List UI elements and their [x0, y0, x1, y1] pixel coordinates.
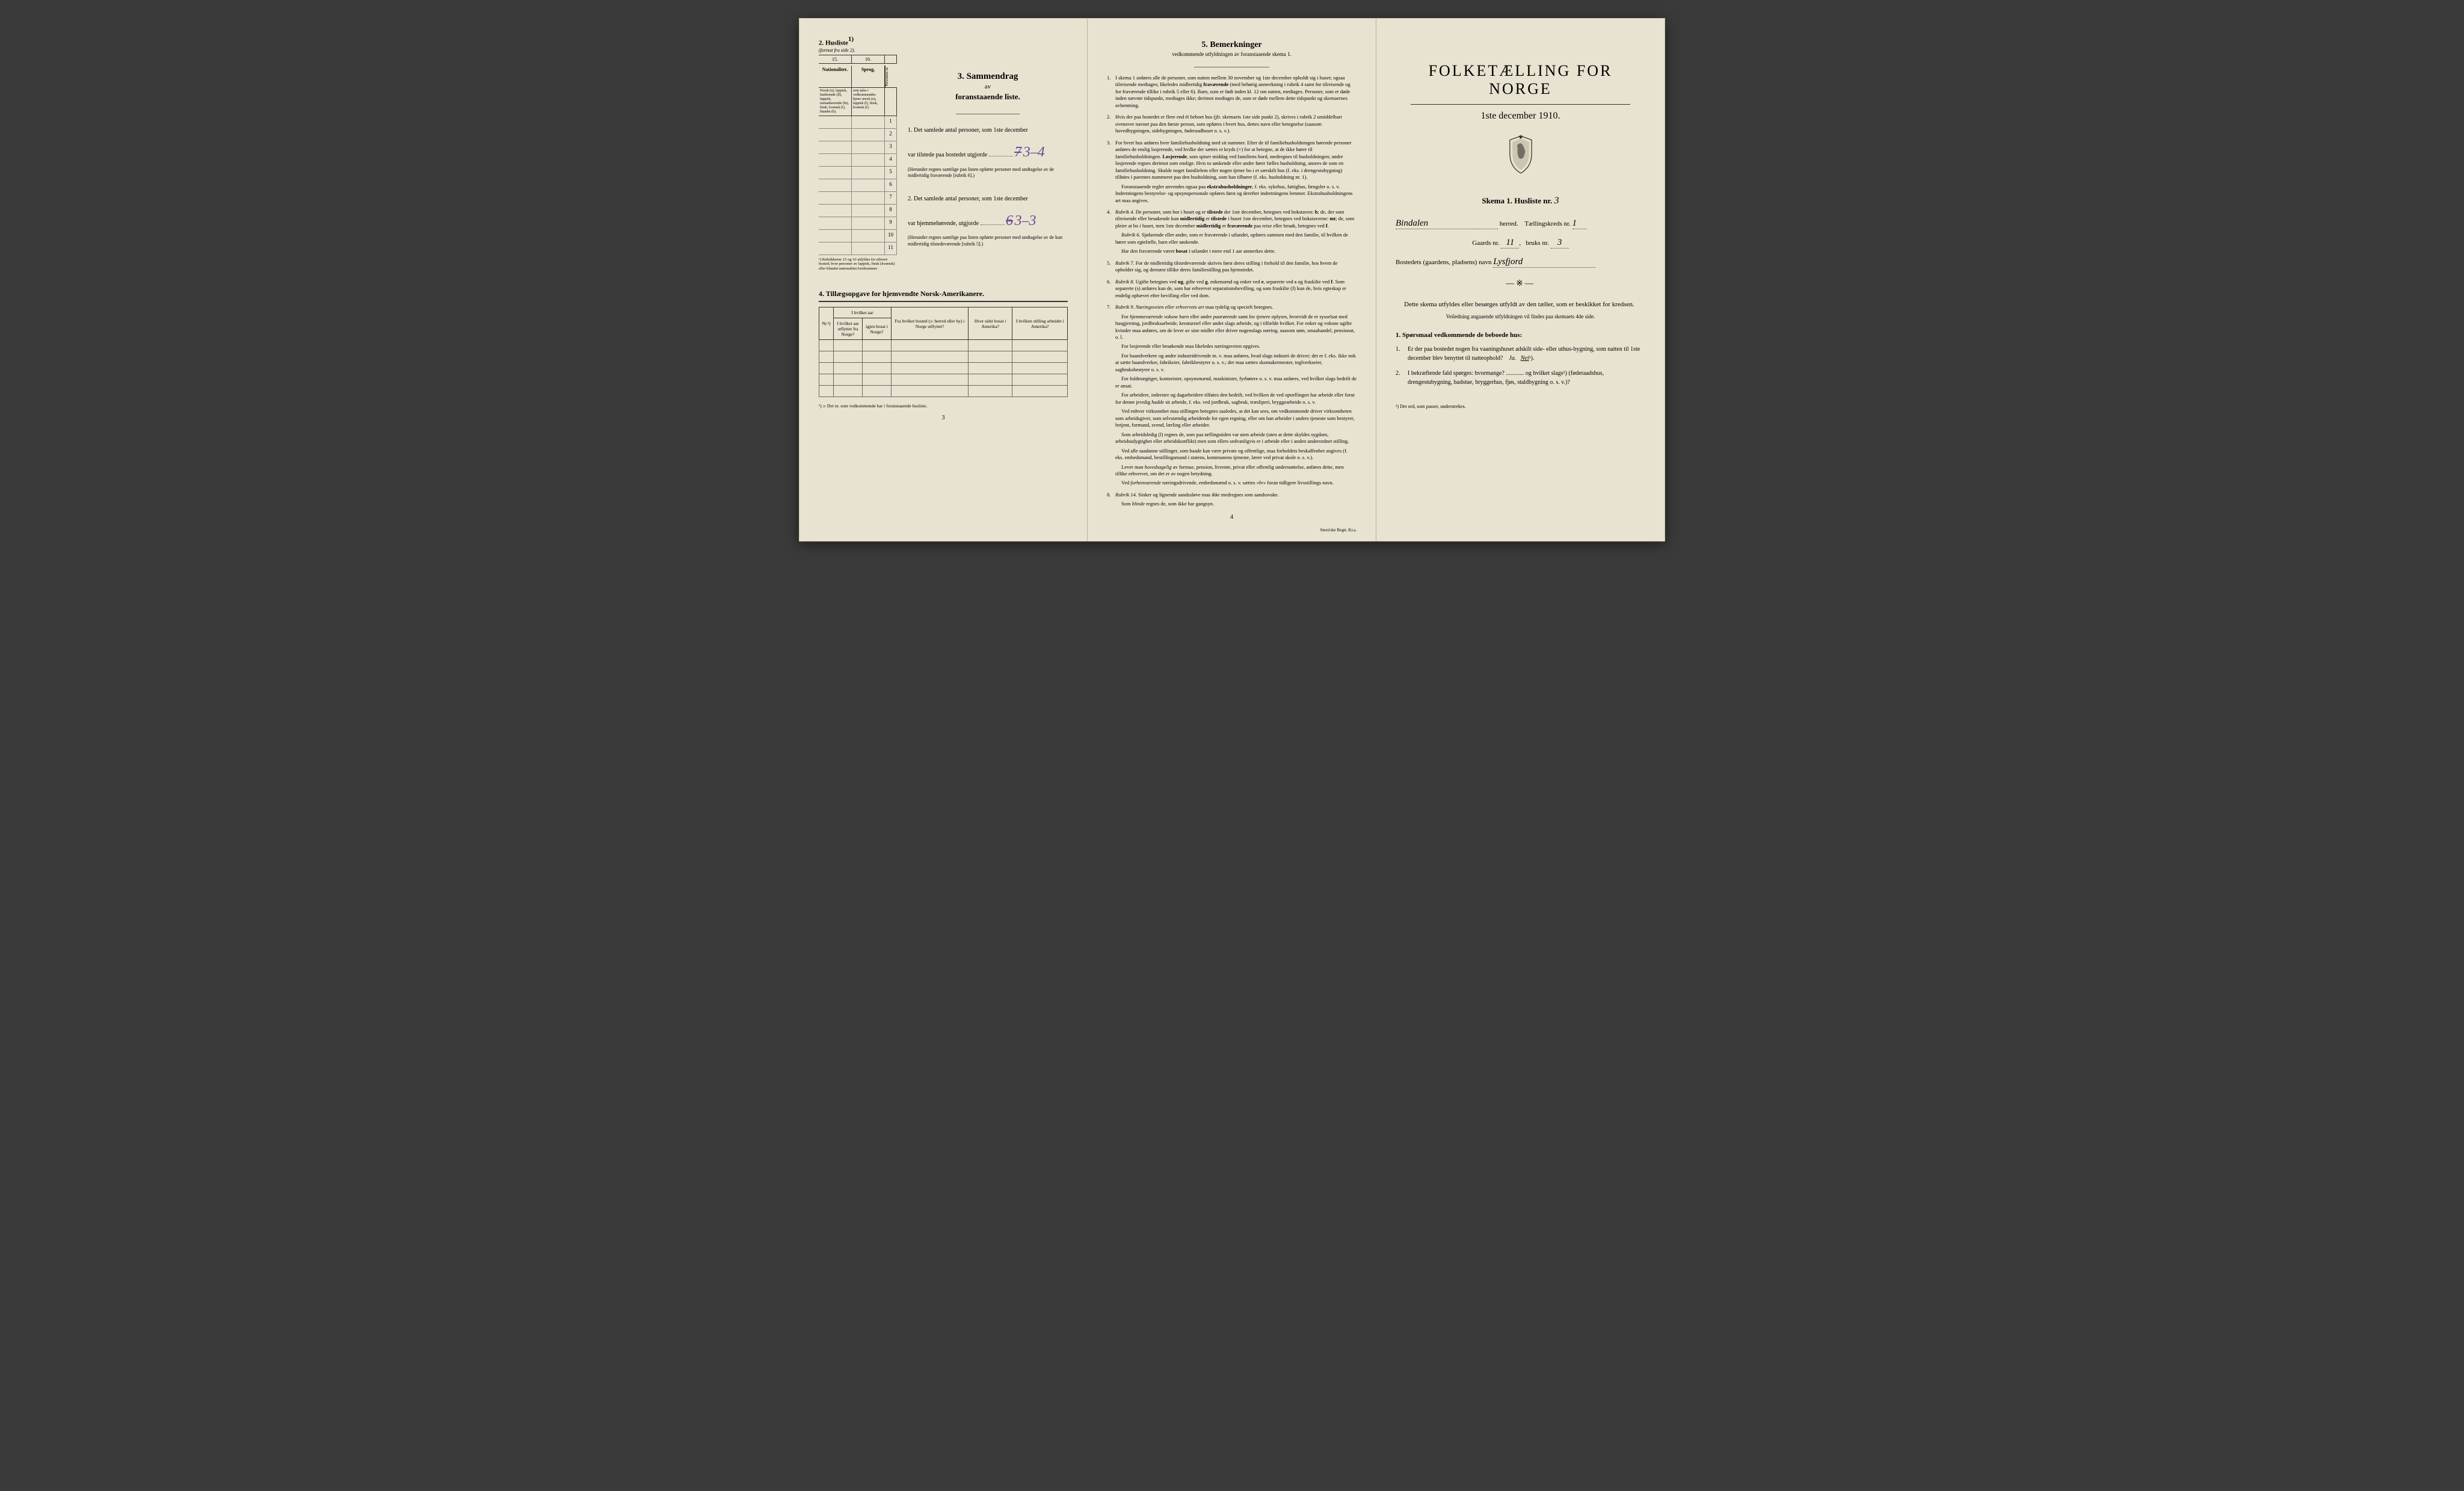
section-4: 4. Tillægsopgave for hjemvendte Norsk-Am…: [819, 289, 1068, 409]
per-label: Personens nr.: [885, 66, 897, 87]
nat-desc: Norsk (n), lappisk, fastboende (lf), lap…: [819, 88, 852, 115]
intro-text: Dette skema utfyldes eller besørges utfy…: [1396, 300, 1645, 310]
bem-item: 7.Rubrik 9. Næringsveien eller erhvervet…: [1107, 304, 1357, 487]
page-1-title: FOLKETÆLLING FOR NORGE 1ste december 191…: [1376, 18, 1665, 542]
sammendrag-title: 3. Sammendrag: [908, 72, 1068, 82]
col-16: 16.: [852, 55, 885, 63]
husliste-subtitle: (fortsat fra side 2).: [819, 48, 897, 53]
page1-footnote: ¹) Det ord, som passer, understrekes.: [1396, 404, 1645, 409]
gaards-line: Gaards nr. 11, bruks nr. 3: [1396, 238, 1645, 248]
herred-value: Bindalen: [1396, 218, 1428, 228]
questions-title: 1. Spørsmaal vedkommende de beboede hus:: [1396, 332, 1645, 339]
item2-value: 3–3: [1015, 213, 1036, 229]
bemerkninger-list: 1.I skema 1 anføres alle de personer, so…: [1107, 75, 1357, 508]
bruks-value: 3: [1557, 238, 1562, 247]
page-number-4: 4: [1107, 514, 1357, 520]
page-3: 2. Husliste1) (fortsat fra side 2). 15. …: [799, 18, 1088, 542]
page-4: 5. Bemerkninger vedkommende utfyldningen…: [1088, 18, 1376, 542]
husliste-nr-value: 3: [1554, 196, 1559, 206]
page3-upper: 2. Husliste1) (fortsat fra side 2). 15. …: [819, 36, 1068, 271]
item1-struck: 7: [1014, 144, 1021, 160]
document-spread: 2. Husliste1) (fortsat fra side 2). 15. …: [799, 18, 1665, 542]
bem-item: 1.I skema 1 anføres alle de personer, so…: [1107, 75, 1357, 109]
col-15: 15.: [819, 55, 852, 63]
bem-item: 5.Rubrik 7. For de midlertidig tilstedev…: [1107, 260, 1357, 274]
bem-item: 8.Rubrik 14. Sinker og lignende aandsslø…: [1107, 492, 1357, 508]
spr-desc: som tales i vedkommendes hjem: norsk (n)…: [852, 88, 885, 115]
skema-line: Skema 1. Husliste nr. 3: [1396, 196, 1645, 206]
nei-underlined: Nei: [1521, 355, 1529, 362]
printer-mark: Steen'ske Bogtr. Kr.a.: [1107, 528, 1357, 532]
bem-item: 6.Rubrik 8. Ugifte betegnes ved ug, gift…: [1107, 279, 1357, 299]
table-4: Nr.²) I hvilket aar Fra hvilket bosted (…: [819, 307, 1068, 397]
item1-value: 3–4: [1023, 144, 1045, 160]
sammendrag-section: 3. Sammendrag av foranstaaende liste. 1.…: [908, 36, 1068, 271]
sammendrag-item-2: 2. Det samlede antal personer, som 1ste …: [908, 194, 1068, 248]
tkreds-value: 1: [1572, 218, 1577, 228]
husliste-table: 2. Husliste1) (fortsat fra side 2). 15. …: [819, 36, 897, 271]
page-number-3: 3: [819, 415, 1068, 421]
bosted-value: Lysfjord: [1493, 257, 1523, 267]
bemerkninger-subtitle: vedkommende utfyldningen av foranstaaend…: [1107, 51, 1357, 57]
section4-footnote: ²) ɔ: Det nr. som vedkommende har i fora…: [819, 403, 1068, 409]
husliste-footnote: ¹) Rubrikkerne 15 og 16 utfyldes for eth…: [819, 258, 897, 271]
gaards-value: 11: [1506, 238, 1514, 247]
herred-line: Bindalen herred. Tællingskreds nr. 1: [1396, 218, 1645, 229]
bem-item: 3.For hvert hus anføres hver familiehush…: [1107, 140, 1357, 204]
bosted-line: Bostedets (gaardens, pladsens) navn Lysf…: [1396, 257, 1645, 268]
question-1: 1. Er der paa bostedet nogen fra vaaning…: [1396, 345, 1645, 363]
ornament-icon: ―※―: [1396, 279, 1645, 289]
bem-item: 2.Hvis der paa bostedet er flere end ét …: [1107, 114, 1357, 134]
sammendrag-item-1: 1. Det samlede antal personer, som 1ste …: [908, 125, 1068, 179]
question-2: 2. I bekræftende fald spørges: hvormange…: [1396, 369, 1645, 387]
coat-of-arms-icon: [1396, 135, 1645, 177]
item2-struck: 6: [1006, 213, 1013, 229]
intro-sub: Veiledning angaaende utfyldningen vil fi…: [1396, 313, 1645, 320]
husliste-title: 2. Husliste: [819, 39, 848, 46]
nat-label: Nationalitet.: [819, 66, 852, 87]
section4-title: 4. Tillægsopgave for hjemvendte Norsk-Am…: [819, 289, 1068, 302]
spr-label: Sprog,: [852, 66, 885, 87]
col-per: [885, 55, 897, 63]
bem-item: 4.Rubrik 4. De personer, som bor i huset…: [1107, 209, 1357, 255]
main-title: FOLKETÆLLING FOR NORGE: [1396, 62, 1645, 98]
husliste-rows: 1 2 3 4 5 6 7 8 9 10 11: [819, 116, 897, 255]
bemerkninger-title: 5. Bemerkninger: [1107, 40, 1357, 50]
title-date: 1ste december 1910.: [1396, 111, 1645, 122]
